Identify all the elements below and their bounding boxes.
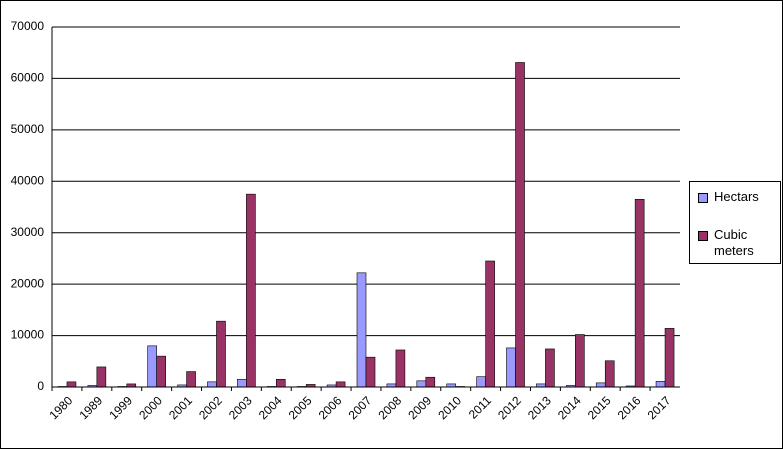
y-tick-label: 40000	[11, 173, 45, 187]
x-tick-label: 2008	[375, 393, 404, 422]
legend: Hectars Cubic meters	[689, 181, 781, 264]
bar	[356, 272, 367, 388]
x-tick-label: 2002	[196, 393, 225, 422]
bar	[506, 347, 516, 388]
bar	[655, 381, 666, 388]
x-tick-label: 2016	[615, 393, 644, 422]
y-tick-label: 0	[37, 379, 44, 393]
x-tick-label: 2010	[435, 393, 464, 422]
bar	[335, 381, 346, 388]
x-tick-label: 2014	[555, 393, 584, 422]
bar	[156, 355, 166, 388]
bar	[416, 380, 427, 388]
bar	[664, 328, 675, 388]
y-tick-label: 60000	[11, 71, 45, 85]
bar	[485, 260, 495, 388]
legend-swatch	[698, 231, 708, 241]
x-tick-label: 2012	[495, 393, 524, 422]
bar	[147, 345, 157, 388]
bar	[237, 378, 247, 388]
legend-swatch	[698, 193, 708, 203]
legend-label: Cubic meters	[714, 227, 754, 258]
legend-label: Hectars	[714, 189, 759, 204]
bar	[216, 320, 226, 388]
bar	[604, 360, 615, 388]
x-tick-label: 2000	[136, 393, 165, 422]
x-tick-label: 2011	[466, 393, 494, 421]
bar	[595, 382, 606, 388]
bar	[246, 193, 256, 388]
bar	[545, 348, 555, 388]
x-tick-label: 2003	[226, 393, 255, 422]
y-tick-label: 10000	[11, 328, 45, 342]
x-tick-label: 2009	[405, 393, 434, 422]
bar	[575, 334, 585, 388]
bar	[365, 356, 376, 388]
bar	[275, 378, 286, 388]
y-tick-label: 30000	[11, 225, 45, 239]
x-tick-label: 1999	[106, 393, 135, 422]
y-tick-label: 70000	[11, 19, 45, 33]
x-tick-label: 2015	[585, 393, 614, 422]
x-tick-label: 1980	[47, 393, 76, 422]
bar	[96, 366, 107, 388]
y-tick-label: 20000	[11, 276, 45, 290]
legend-item: Hectars	[698, 189, 776, 205]
bar	[476, 376, 486, 388]
bar	[425, 376, 436, 388]
y-tick-label: 50000	[11, 122, 45, 136]
bar	[186, 371, 196, 388]
x-tick-label: 2017	[645, 393, 674, 422]
x-tick-label: 2005	[286, 393, 315, 422]
bar	[515, 62, 525, 388]
bar	[207, 381, 217, 388]
bar	[66, 381, 77, 388]
bar	[395, 349, 406, 388]
x-tick-label: 2007	[346, 393, 375, 422]
bar	[634, 198, 645, 388]
x-tick-label: 2006	[316, 393, 345, 422]
x-tick-label: 1989	[76, 393, 105, 422]
x-tick-label: 2013	[525, 393, 554, 422]
legend-item: Cubic meters	[698, 227, 776, 259]
x-tick-label: 2004	[256, 393, 285, 422]
x-tick-label: 2001	[166, 393, 195, 422]
